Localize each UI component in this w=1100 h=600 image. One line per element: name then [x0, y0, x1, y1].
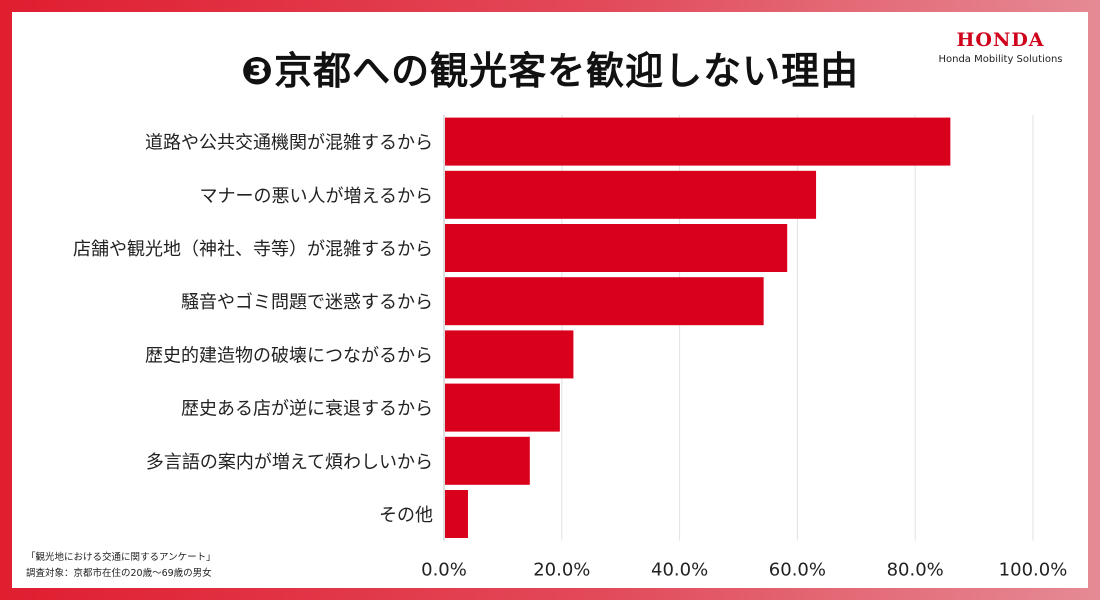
brand-subtitle: Honda Mobility Solutions: [938, 54, 1063, 65]
category-label: 店舗や観光地（神社、寺等）が混雑するから: [73, 239, 433, 260]
category-label: 歴史的建造物の破壊につながるから: [145, 345, 433, 366]
bar: [445, 383, 560, 432]
x-tick-label: 0.0%: [421, 560, 467, 581]
x-tick-label: 40.0%: [651, 560, 708, 581]
category-label: 多言語の案内が増えて煩わしいから: [146, 452, 433, 473]
bar: [445, 330, 574, 379]
bar: [445, 436, 530, 485]
category-label: マナーの悪い人が増えるから: [200, 186, 433, 207]
bar: [445, 277, 764, 326]
bar: [445, 490, 468, 538]
brand-logo: HONDA Honda Mobility Solutions: [928, 30, 1073, 67]
footnote-survey-target: 調査対象：京都市在住の20歳〜69歳の男女: [26, 568, 212, 579]
bar: [445, 170, 817, 219]
x-tick-label: 100.0%: [999, 560, 1068, 581]
page-title: ❸京都への観光客を歓迎しない理由: [240, 49, 860, 93]
category-label: その他: [379, 505, 433, 526]
x-tick-label: 80.0%: [887, 560, 944, 581]
bar: [445, 224, 788, 272]
x-tick-label: 20.0%: [533, 560, 590, 581]
x-tick-label: 60.0%: [769, 560, 826, 581]
category-label: 歴史ある店が逆に衰退するから: [181, 399, 433, 420]
category-label: 騒音やゴミ問題で迷惑するから: [181, 292, 433, 313]
category-label: 道路や公共交通機関が混雑するから: [145, 133, 433, 154]
brand-mark: HONDA: [956, 29, 1045, 51]
footnote-survey-title: 「観光地における交通に関するアンケート」: [26, 552, 216, 563]
bar: [445, 117, 951, 166]
